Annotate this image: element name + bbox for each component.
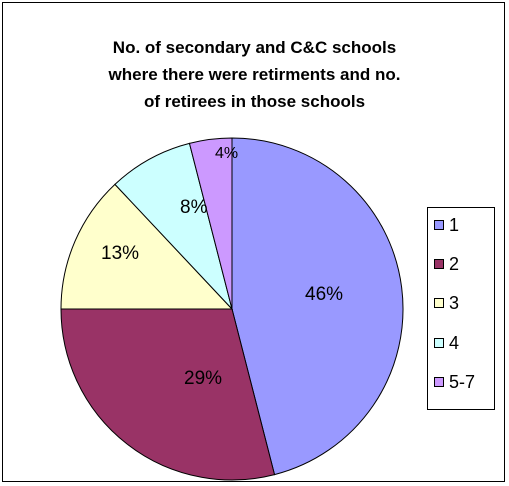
legend-item-5-7: 5-7	[434, 372, 475, 392]
legend-item-4: 4	[434, 333, 459, 353]
pie-slice-1	[231, 137, 404, 476]
legend-item-3: 3	[434, 293, 459, 313]
data-label-1: 46%	[305, 284, 343, 305]
pie-slice-3	[60, 183, 234, 310]
pie-slice-2	[60, 308, 276, 481]
data-label-5-7: 4%	[215, 145, 238, 162]
legend-swatch-3	[434, 298, 444, 308]
chart-title-line-2: where there were retirments and no.	[108, 65, 401, 84]
legend-swatch-1	[434, 220, 444, 230]
legend-item-1: 1	[434, 215, 459, 235]
chart-title-line-1: No. of secondary and C&C schools	[112, 38, 397, 57]
legend-swatch-5-7	[434, 377, 444, 387]
chart-title: No. of secondary and C&C schools where t…	[0, 34, 509, 115]
legend-label-3: 3	[449, 292, 460, 313]
legend-label-1: 1	[449, 214, 460, 235]
legend-label-4: 4	[449, 332, 460, 353]
legend-label-2: 2	[449, 253, 460, 274]
legend-label-5-7: 5-7	[449, 371, 476, 392]
data-label-3: 13%	[101, 243, 139, 264]
data-label-2: 29%	[184, 368, 222, 389]
chart-title-line-3: of retirees in those schools	[143, 92, 366, 111]
chart-legend: 1 2 3 4 5-7	[427, 207, 495, 410]
legend-swatch-2	[434, 259, 444, 269]
legend-swatch-4	[434, 338, 444, 348]
pie-slice-5-7	[188, 137, 233, 310]
data-label-4: 8%	[180, 197, 208, 218]
legend-item-2: 2	[434, 254, 459, 274]
